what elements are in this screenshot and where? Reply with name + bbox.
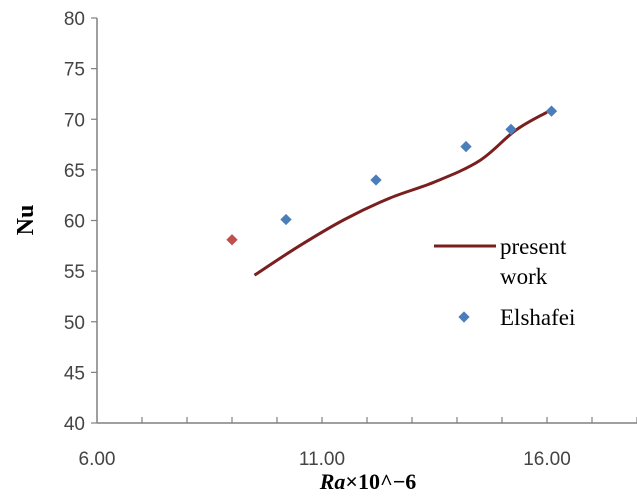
axes: 40 45 50 55 60 65 70 75 80 6.00 11.00 16.00 [64,9,637,470]
y-tick-label: 45 [64,363,85,384]
y-tick-label: 55 [64,262,85,283]
y-tick-label: 80 [64,9,85,30]
elshafei-point [370,174,382,186]
plot-area [226,105,558,277]
x-axis-label: Ra×10^−6 [319,469,417,494]
legend-present-work-line2: work [500,264,548,289]
x-tick-label: 6.00 [79,449,116,470]
legend-elshafei-marker [458,311,470,323]
y-tick-label: 65 [64,161,85,182]
legend-present-work-label: present work [500,234,567,289]
legend-present-work-line1: present [500,234,567,259]
x-tick-label: 16.00 [523,449,571,470]
y-tick-label: 50 [64,313,85,334]
x-axis-label-ra: Ra [319,469,346,494]
y-tick-label: 60 [64,212,85,233]
elshafei-point [280,213,292,226]
y-tick-label: 75 [64,60,85,81]
y-tick-label: 70 [64,110,85,131]
legend-elshafei-label: Elshafei [500,305,575,330]
x-tick-label: 11.00 [299,449,345,470]
y-tick-label: 40 [64,414,85,435]
y-axis-label: Nu [13,205,39,236]
extra-point [226,234,238,246]
legend: present work Elshafei [434,234,575,330]
x-axis-label-multiplier: ×10^−6 [345,469,416,494]
elshafei-point [460,140,472,153]
